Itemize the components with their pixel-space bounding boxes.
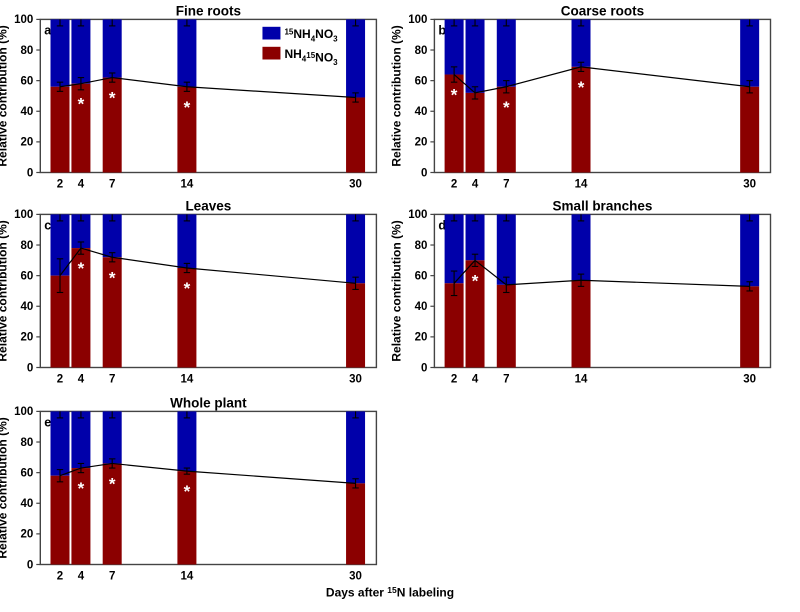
svg-text:30: 30	[349, 571, 362, 583]
svg-text:40: 40	[21, 498, 34, 510]
svg-text:60: 60	[21, 467, 34, 479]
svg-text:20: 20	[21, 529, 34, 541]
svg-text:80: 80	[21, 437, 34, 449]
svg-text:Days after 15N labeling: Days after 15N labeling	[326, 585, 454, 600]
svg-text:4: 4	[78, 571, 85, 583]
svg-text:0: 0	[27, 559, 33, 571]
svg-text:7: 7	[109, 571, 115, 583]
svg-text:Relative contribution (%): Relative contribution (%)	[0, 417, 9, 558]
svg-text:*: *	[109, 474, 116, 493]
svg-text:*: *	[78, 479, 85, 498]
svg-text:14: 14	[181, 571, 194, 583]
svg-text:100: 100	[14, 406, 33, 418]
svg-text:Whole plant: Whole plant	[170, 395, 247, 410]
svg-text:e: e	[44, 415, 51, 429]
svg-text:2: 2	[57, 571, 63, 583]
svg-text:*: *	[184, 482, 191, 501]
